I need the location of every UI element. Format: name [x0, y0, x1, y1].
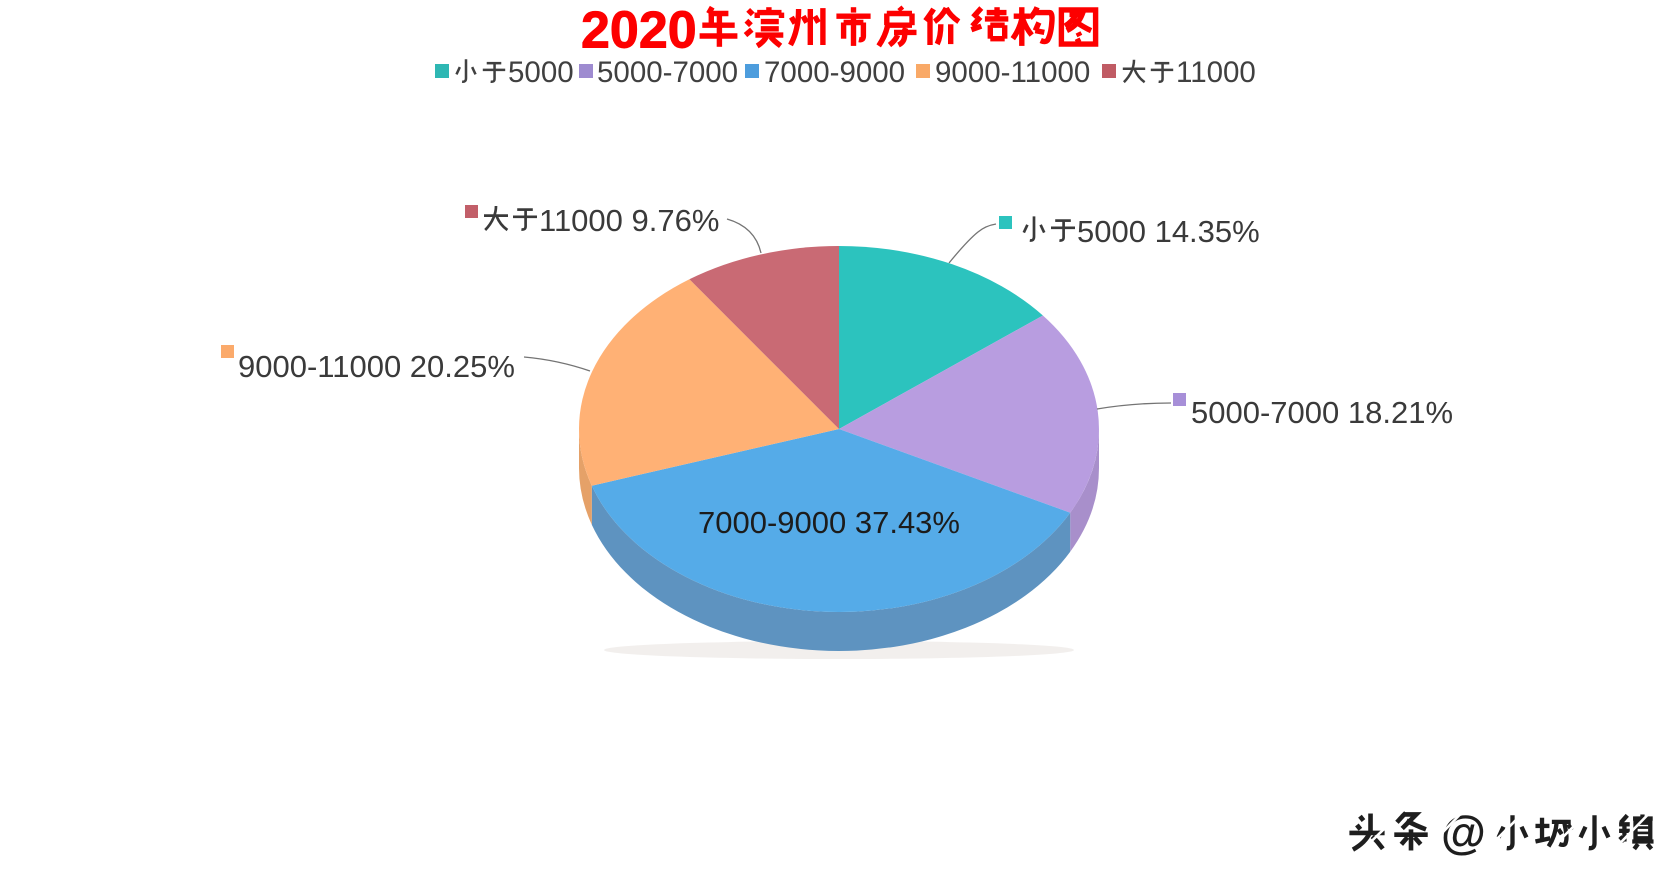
- svg-text:11000: 11000: [1176, 56, 1256, 89]
- svg-text:7000-9000: 7000-9000: [764, 56, 905, 89]
- svg-text:5000-7000: 5000-7000: [597, 56, 738, 89]
- svg-text:5000 14.35%: 5000 14.35%: [1077, 214, 1260, 249]
- svg-text:2020: 2020: [581, 2, 697, 60]
- svg-text:9000-11000 20.25%: 9000-11000 20.25%: [238, 349, 515, 384]
- svg-text:5000-7000 18.21%: 5000-7000 18.21%: [1191, 395, 1453, 430]
- svg-text:5000: 5000: [508, 56, 574, 89]
- svg-text:7000-9000 37.43%: 7000-9000 37.43%: [698, 505, 960, 540]
- svg-text:11000 9.76%: 11000 9.76%: [539, 203, 719, 238]
- svg-text:9000-11000: 9000-11000: [935, 56, 1090, 89]
- svg-text:@: @: [1441, 806, 1486, 858]
